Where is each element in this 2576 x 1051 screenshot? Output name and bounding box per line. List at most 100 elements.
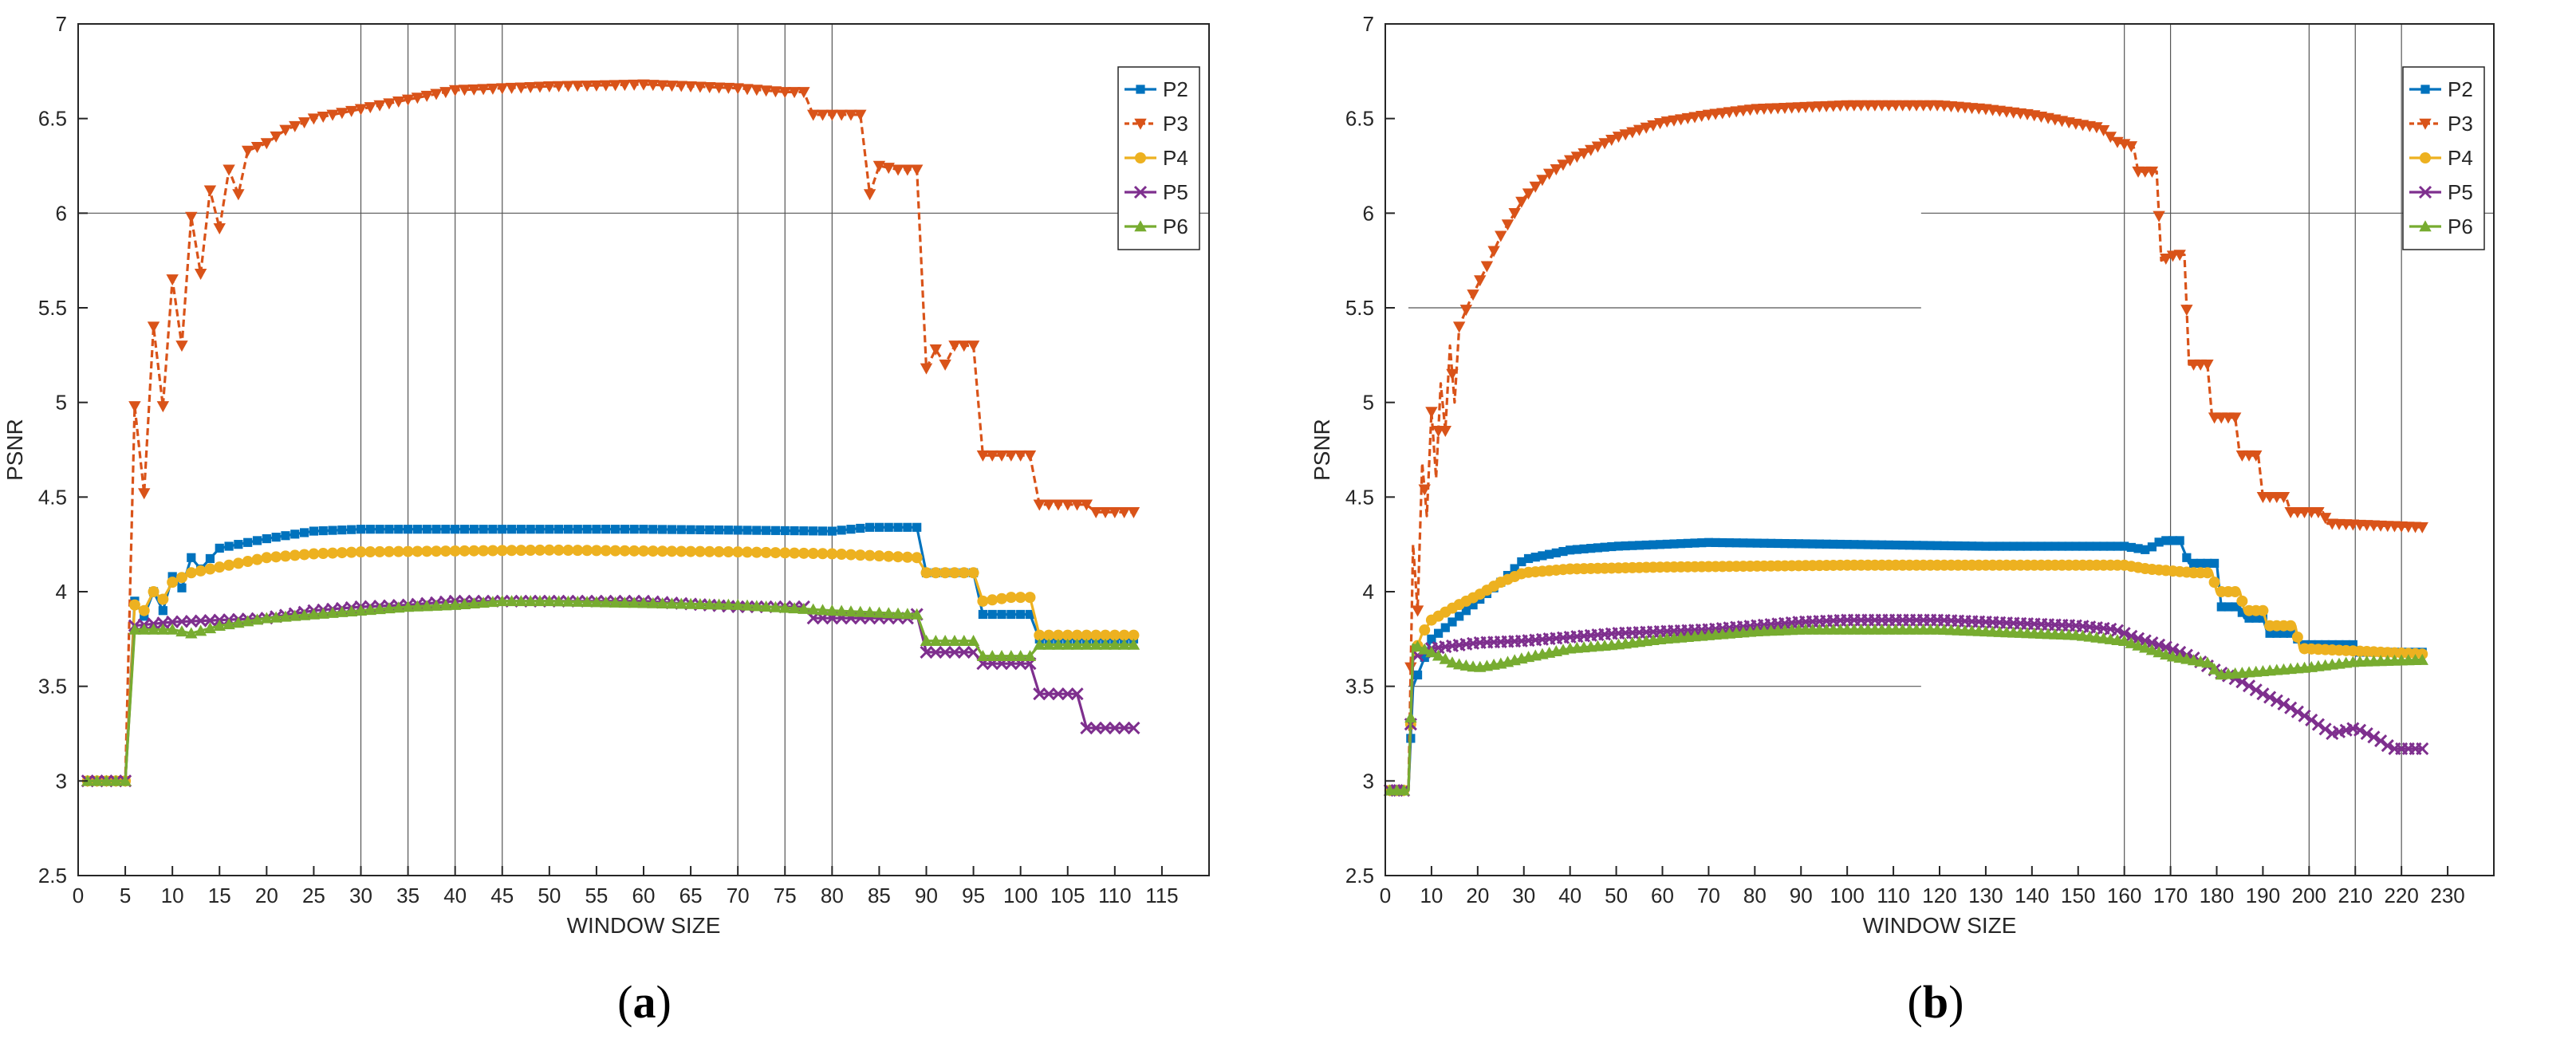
data-point-P3 xyxy=(392,96,405,108)
data-point-P2 xyxy=(469,525,479,534)
data-point-P2 xyxy=(1794,539,1803,549)
data-point-P2 xyxy=(281,531,290,541)
data-point-P6 xyxy=(1023,649,1037,661)
x-tick-label: 80 xyxy=(821,884,844,907)
data-point-P5 xyxy=(929,645,943,659)
data-point-P2 xyxy=(1877,540,1887,549)
data-point-P4 xyxy=(930,567,942,579)
data-point-P2 xyxy=(1835,539,1845,549)
data-point-P2 xyxy=(2272,628,2282,638)
data-point-P4 xyxy=(185,567,197,579)
legend-label: P3 xyxy=(2448,112,2473,136)
data-point-P2 xyxy=(2002,541,2011,551)
y-tick-label: 3 xyxy=(1363,769,1374,793)
data-point-P3 xyxy=(807,109,820,121)
x-tick-label: 60 xyxy=(1651,884,1674,907)
data-point-P2 xyxy=(215,543,224,553)
data-point-P5 xyxy=(2360,726,2373,741)
data-point-P2 xyxy=(2237,608,2247,617)
legend-label: P3 xyxy=(1163,112,1188,136)
legend-label: P5 xyxy=(1163,180,1188,204)
data-point-P3 xyxy=(524,81,537,93)
data-point-P3 xyxy=(929,344,943,356)
data-point-P6 xyxy=(609,596,622,608)
data-point-P2 xyxy=(394,525,404,534)
data-point-P5 xyxy=(2318,722,2332,736)
data-point-P2 xyxy=(1593,543,1603,553)
data-point-P2 xyxy=(1842,540,1852,549)
data-point-P5 xyxy=(1051,687,1065,701)
data-point-P3 xyxy=(1570,152,1584,163)
data-point-P3 xyxy=(759,85,773,97)
data-point-P3 xyxy=(1598,138,1611,150)
data-point-P4 xyxy=(581,545,593,557)
data-point-P2 xyxy=(2133,544,2143,553)
data-point-P4 xyxy=(619,545,631,557)
data-point-P2 xyxy=(1412,670,1423,680)
plot-area xyxy=(1385,24,2494,876)
data-point-P2 xyxy=(1801,539,1810,549)
data-point-P4 xyxy=(883,550,895,562)
data-point-P4 xyxy=(2201,567,2213,579)
data-point-P6 xyxy=(514,595,528,607)
data-point-P4 xyxy=(439,545,451,557)
data-point-P6 xyxy=(232,616,245,628)
data-point-P2 xyxy=(1731,538,1741,548)
data-point-P5 xyxy=(2367,730,2381,744)
data-point-P2 xyxy=(2030,541,2039,551)
legend: P2 P3 P4 P5 P6 xyxy=(2402,66,2485,250)
y-tick-label: 3.5 xyxy=(38,675,67,699)
legend-entry: P3 xyxy=(2409,112,2473,136)
data-point-P3 xyxy=(1080,499,1093,511)
data-point-P3 xyxy=(750,85,763,96)
data-point-P3 xyxy=(561,81,575,93)
data-point-P3 xyxy=(2125,141,2138,153)
legend-marker xyxy=(1134,220,1147,232)
data-point-P4 xyxy=(760,546,772,558)
data-point-P4 xyxy=(327,547,339,559)
data-point-P5 xyxy=(1080,721,1093,734)
data-point-P2 xyxy=(1767,538,1776,548)
legend-marker xyxy=(1133,185,1148,199)
data-point-P2 xyxy=(1940,541,1949,550)
data-point-P2 xyxy=(827,526,837,536)
data-point-P2 xyxy=(290,529,300,539)
data-point-P3 xyxy=(1605,134,1618,146)
data-point-P4 xyxy=(713,545,725,557)
data-point-P2 xyxy=(714,526,724,535)
data-point-P3 xyxy=(1557,159,1570,171)
data-point-P2 xyxy=(1822,539,1831,549)
data-point-P2 xyxy=(987,609,997,620)
chart-panel-b: 0 10 20 30 40 50 60 70 80 90 100 110 120 130 140 150 160… xyxy=(1288,0,2576,1051)
y-tick-label: 2.5 xyxy=(38,864,67,888)
data-point-P3 xyxy=(1109,507,1121,519)
data-point-P4 xyxy=(2291,631,2303,643)
data-point-P6 xyxy=(392,601,405,613)
data-point-P2 xyxy=(1988,541,1998,551)
data-point-P3 xyxy=(694,81,707,93)
legend-entry: P4 xyxy=(2409,146,2473,170)
data-point-P4 xyxy=(459,545,471,557)
x-tick-label: 30 xyxy=(1512,884,1535,907)
data-point-P2 xyxy=(2154,537,2164,547)
data-point-P6 xyxy=(939,635,951,647)
data-point-P2 xyxy=(874,522,884,532)
data-point-P3 xyxy=(2228,412,2242,424)
data-point-P5 xyxy=(1098,721,1113,734)
y-tick-label: 4 xyxy=(56,580,67,604)
data-point-P3 xyxy=(1042,499,1055,511)
data-point-P2 xyxy=(1891,540,1900,550)
legend-marker xyxy=(1136,85,1145,94)
data-point-P6 xyxy=(279,610,292,622)
data-point-P6 xyxy=(703,598,716,610)
data-point-P4 xyxy=(279,550,291,562)
data-point-P6 xyxy=(986,649,998,661)
data-point-P6 xyxy=(581,596,593,608)
data-point-P4 xyxy=(289,549,301,561)
data-point-P4 xyxy=(1062,629,1073,641)
x-tick-label: 40 xyxy=(443,884,467,907)
data-point-P3 xyxy=(1612,132,1625,144)
data-point-P5 xyxy=(920,645,933,659)
data-point-P2 xyxy=(1648,540,1658,549)
data-point-P4 xyxy=(590,545,602,557)
